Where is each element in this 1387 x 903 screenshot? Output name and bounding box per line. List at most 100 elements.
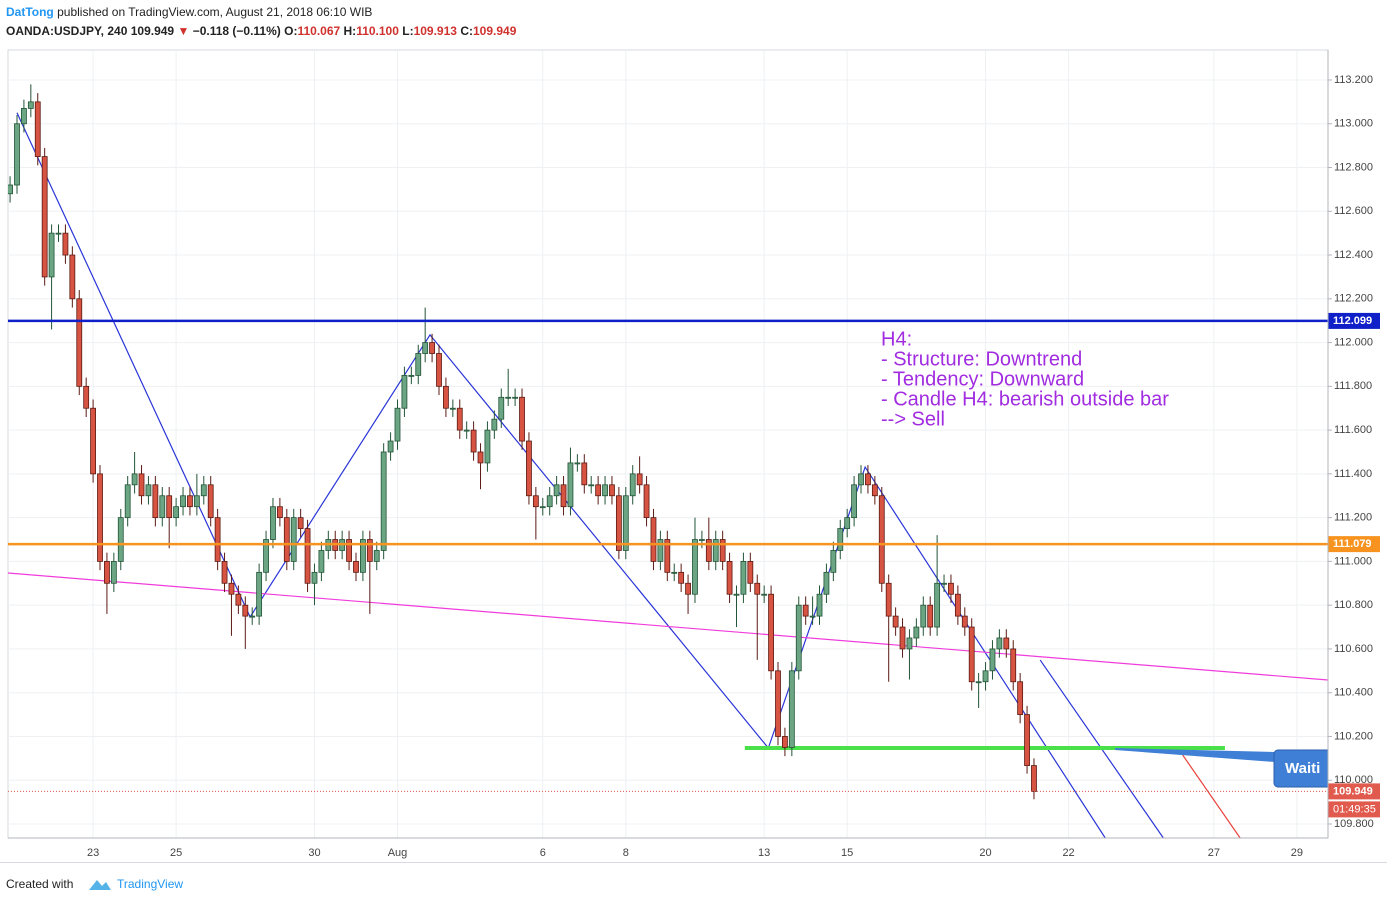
candle-body xyxy=(692,539,698,595)
candle-body xyxy=(373,550,380,562)
candle-body xyxy=(816,593,823,617)
candle-body xyxy=(62,232,69,256)
candle-body xyxy=(581,462,588,486)
h-label: H: xyxy=(343,24,357,38)
candle-body xyxy=(408,374,415,377)
level-label: 112.099 xyxy=(1333,315,1372,327)
candle-body xyxy=(795,604,802,672)
c-label: C: xyxy=(460,24,473,38)
author[interactable]: DatTong xyxy=(6,5,54,19)
candle-body xyxy=(470,429,477,453)
candle-body xyxy=(505,396,512,399)
candle-body xyxy=(263,539,269,573)
candle-body xyxy=(782,736,788,748)
candle-body xyxy=(422,342,429,354)
y-tick-label: 110.600 xyxy=(1334,643,1373,655)
candle-body xyxy=(124,484,131,519)
candle-body xyxy=(615,495,622,551)
x-tick-label: 8 xyxy=(623,847,629,859)
candle-body xyxy=(477,451,484,464)
candle-body xyxy=(1003,637,1010,650)
candle-body xyxy=(602,484,608,497)
chart: 109.800 110.000 110.200 110.400 110.600 110.8… xyxy=(7,49,1380,859)
price: 109.949 xyxy=(130,24,175,38)
footer-svg: Created with TradingView xyxy=(6,877,183,891)
trend-line xyxy=(1182,754,1241,838)
y-tick-label: 111.600 xyxy=(1334,424,1372,436)
candle-body xyxy=(837,528,844,551)
candle-body xyxy=(920,604,927,628)
candle-body xyxy=(671,571,678,574)
candle-body xyxy=(1010,648,1017,683)
candle-body xyxy=(346,539,352,562)
candle-body xyxy=(975,681,982,684)
x-tick-label: 29 xyxy=(1291,847,1303,859)
candle-body xyxy=(574,462,581,465)
y-tick-label: 110.800 xyxy=(1334,599,1373,611)
candle-body xyxy=(145,484,152,497)
last-price-label: 109.949 xyxy=(1333,785,1373,797)
candle-body xyxy=(187,495,193,508)
candle-body xyxy=(865,473,871,486)
candle-body xyxy=(256,571,263,617)
candle-body xyxy=(526,440,532,497)
candle-body xyxy=(484,429,491,464)
candle-body xyxy=(844,517,851,529)
y-tick-label: 112.200 xyxy=(1334,293,1373,305)
candle-body xyxy=(733,593,740,596)
candle-body xyxy=(754,582,761,595)
candle-body xyxy=(436,353,442,387)
candle-body xyxy=(83,385,90,409)
candle-body xyxy=(283,517,290,562)
candle-body xyxy=(242,604,249,617)
x-tick-label: 30 xyxy=(308,847,320,859)
callout-box xyxy=(1273,749,1328,788)
y-tick-label: 109.800 xyxy=(1334,818,1374,830)
candle-body xyxy=(740,561,747,595)
annotation-line: - Tendency: Downward xyxy=(881,368,1084,390)
candle-body xyxy=(394,407,401,442)
y-tick-label: 111.800 xyxy=(1334,380,1372,392)
callout-pointer xyxy=(1115,748,1275,762)
y-tick-label: 110.000 xyxy=(1334,774,1373,786)
y-tick-label: 113.200 xyxy=(1334,74,1373,86)
candle-body xyxy=(546,495,553,508)
candle-body xyxy=(207,484,214,519)
candle-body xyxy=(55,232,62,235)
candle-body xyxy=(117,517,124,562)
x-tick-label: 23 xyxy=(87,847,99,859)
candle-body xyxy=(131,473,138,486)
candle-body xyxy=(629,473,636,497)
high: 110.100 xyxy=(356,24,399,38)
candle-body xyxy=(166,495,173,519)
brand[interactable]: TradingView xyxy=(117,877,183,891)
y-tick-label: 112.600 xyxy=(1334,205,1373,217)
candle-body xyxy=(360,539,366,573)
candle-body xyxy=(768,593,774,672)
candle-body xyxy=(456,407,463,431)
candle-body xyxy=(775,670,781,737)
candle-body xyxy=(1024,714,1030,766)
y-tick-label: 110.200 xyxy=(1334,730,1373,742)
candle-body xyxy=(276,506,283,519)
candle-body xyxy=(885,582,892,617)
candle-body xyxy=(270,506,276,540)
candle-body xyxy=(705,539,712,562)
candle-body xyxy=(387,440,394,453)
candle-body xyxy=(415,353,422,376)
candle-body xyxy=(726,561,733,595)
candle-body xyxy=(858,473,864,486)
candle-body xyxy=(954,593,961,617)
open: 110.067 xyxy=(297,24,341,38)
y-tick-label: 111.400 xyxy=(1334,468,1372,480)
y-tick-label: 110.400 xyxy=(1334,687,1373,699)
l-label: L: xyxy=(402,24,414,38)
x-tick-label: 15 xyxy=(841,847,853,859)
last-price-tag xyxy=(1328,783,1380,800)
candle-body xyxy=(761,593,768,596)
candle-body xyxy=(712,539,719,562)
candle-body xyxy=(643,484,650,519)
candle-body xyxy=(719,539,726,562)
candle-body xyxy=(678,571,685,584)
candle-body xyxy=(560,484,567,508)
